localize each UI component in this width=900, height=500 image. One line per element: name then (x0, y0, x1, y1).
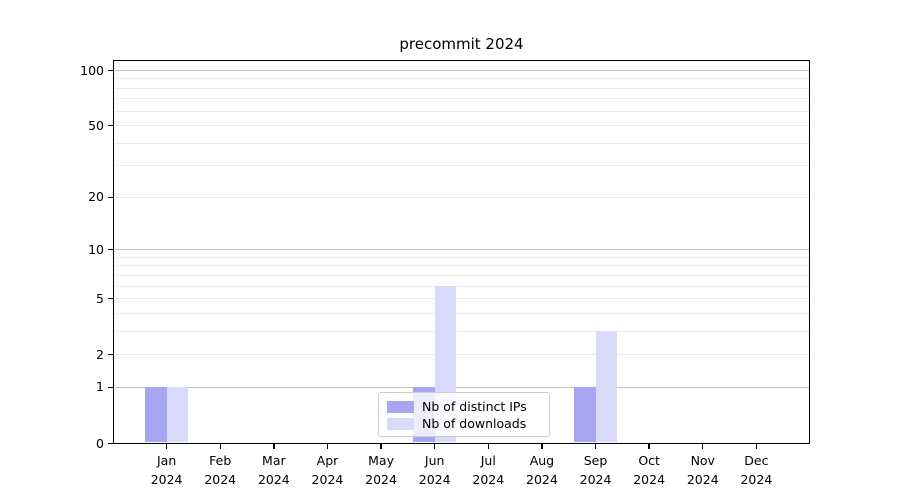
x-tick-mark (702, 444, 704, 449)
x-tick-mark (541, 444, 543, 449)
y-minor-gridline (114, 196, 809, 198)
y-tick-mark (108, 386, 113, 389)
y-minor-gridline (114, 354, 809, 356)
x-tick-mark (755, 444, 758, 449)
y-tick-label: 10 (88, 241, 104, 257)
y-minor-gridline (114, 87, 809, 89)
x-tick-label: May 2024 (365, 453, 397, 487)
x-tick-mark (433, 444, 436, 449)
x-tick-label: Apr 2024 (311, 453, 344, 487)
legend-swatch-downloads (387, 417, 414, 430)
y-tick-label: 50 (88, 117, 104, 133)
y-tick-label: 2 (96, 346, 104, 362)
y-minor-gridline (114, 330, 809, 332)
y-tick-label: 20 (88, 189, 104, 205)
y-minor-gridline (114, 285, 809, 287)
bar-distinct-ips (574, 387, 596, 443)
legend-label-downloads: Nb of downloads (422, 416, 527, 431)
y-tick-mark (108, 297, 113, 300)
x-tick-label: Nov 2024 (686, 453, 719, 487)
x-tick-label: Feb 2024 (204, 453, 237, 487)
x-tick-label: Jun 2024 (418, 453, 451, 487)
x-tick-mark (648, 444, 650, 449)
y-major-gridline (114, 249, 809, 251)
bar-distinct-ips (145, 387, 167, 443)
y-tick-label: 5 (96, 290, 104, 306)
x-tick-mark (487, 444, 489, 449)
y-minor-gridline (114, 312, 809, 314)
x-tick-mark (326, 444, 329, 449)
y-tick-mark (108, 442, 113, 445)
legend: Nb of distinct IPs Nb of downloads (378, 392, 550, 437)
y-tick-mark (108, 125, 113, 127)
legend-swatch-distinct-ips (387, 400, 414, 413)
x-tick-label: Dec 2024 (740, 453, 773, 487)
x-tick-label: Oct 2024 (633, 453, 666, 487)
legend-row-distinct-ips: Nb of distinct IPs (387, 398, 541, 415)
x-tick-label: Jul 2024 (472, 453, 505, 487)
y-tick-label: 100 (80, 62, 104, 78)
legend-row-downloads: Nb of downloads (387, 415, 541, 432)
y-minor-gridline (114, 142, 809, 144)
y-minor-gridline (114, 110, 809, 112)
y-minor-gridline (114, 256, 809, 258)
y-tick-label: 1 (96, 379, 104, 395)
y-tick-mark (108, 248, 113, 251)
legend-label-distinct-ips: Nb of distinct IPs (422, 399, 527, 414)
x-tick-label: Aug 2024 (526, 453, 558, 487)
x-tick-label: Jan 2024 (150, 453, 183, 487)
y-minor-gridline (114, 274, 809, 276)
y-minor-gridline (114, 78, 809, 80)
y-minor-gridline (114, 125, 809, 127)
y-tick-mark (108, 354, 113, 356)
bar-downloads (595, 331, 618, 443)
x-tick-label: Sep 2024 (579, 453, 612, 487)
bar-downloads (166, 387, 189, 443)
y-minor-gridline (114, 165, 809, 167)
chart-title: precommit 2024 (399, 35, 524, 53)
x-tick-label: Mar 2024 (257, 453, 290, 487)
y-tick-mark (108, 196, 113, 199)
x-tick-mark (273, 444, 275, 449)
y-minor-gridline (114, 98, 809, 100)
y-major-gridline (114, 386, 809, 388)
x-tick-mark (594, 444, 597, 449)
x-tick-mark (380, 444, 382, 449)
y-tick-mark (108, 69, 113, 72)
y-minor-gridline (114, 265, 809, 267)
x-tick-mark (165, 444, 168, 449)
y-major-gridline (114, 70, 809, 71)
y-minor-gridline (114, 298, 809, 300)
x-tick-mark (219, 444, 221, 449)
y-tick-label: 0 (96, 435, 104, 451)
